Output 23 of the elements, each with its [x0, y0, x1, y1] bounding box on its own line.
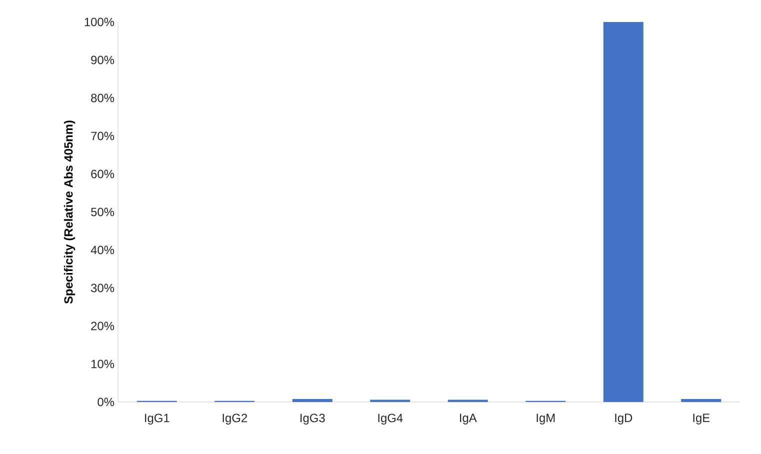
- y-tick-label: 30%: [91, 284, 114, 292]
- x-tick-label: IgG2: [222, 414, 247, 425]
- bar: [292, 398, 332, 402]
- y-tick-label: 20%: [91, 322, 114, 330]
- x-tick-label: IgE: [693, 414, 710, 424]
- y-tick-label: 100%: [84, 18, 114, 26]
- y-tick-label: 90%: [91, 56, 114, 64]
- y-tick-label: 80%: [91, 94, 114, 102]
- x-tick-label: IgA: [460, 414, 477, 424]
- y-tick-label: 10%: [91, 360, 114, 368]
- y-tick-label: 50%: [91, 208, 114, 216]
- y-tick-label: 60%: [91, 170, 114, 178]
- bar: [603, 22, 644, 402]
- y-tick-label: 0%: [98, 398, 114, 406]
- x-tick-label: IgD: [615, 414, 632, 424]
- x-tick-label: IgG1: [145, 414, 170, 425]
- x-tick-label: IgM: [536, 414, 555, 424]
- x-tick-label: IgG4: [378, 414, 403, 425]
- y-tick-label: 40%: [90, 246, 114, 254]
- bar: [681, 398, 722, 402]
- y-axis-title: Specificity (Relative Abs 405nm): [64, 120, 76, 304]
- y-tick-label: 70%: [91, 132, 114, 140]
- x-tick-label: IgG3: [300, 414, 325, 425]
